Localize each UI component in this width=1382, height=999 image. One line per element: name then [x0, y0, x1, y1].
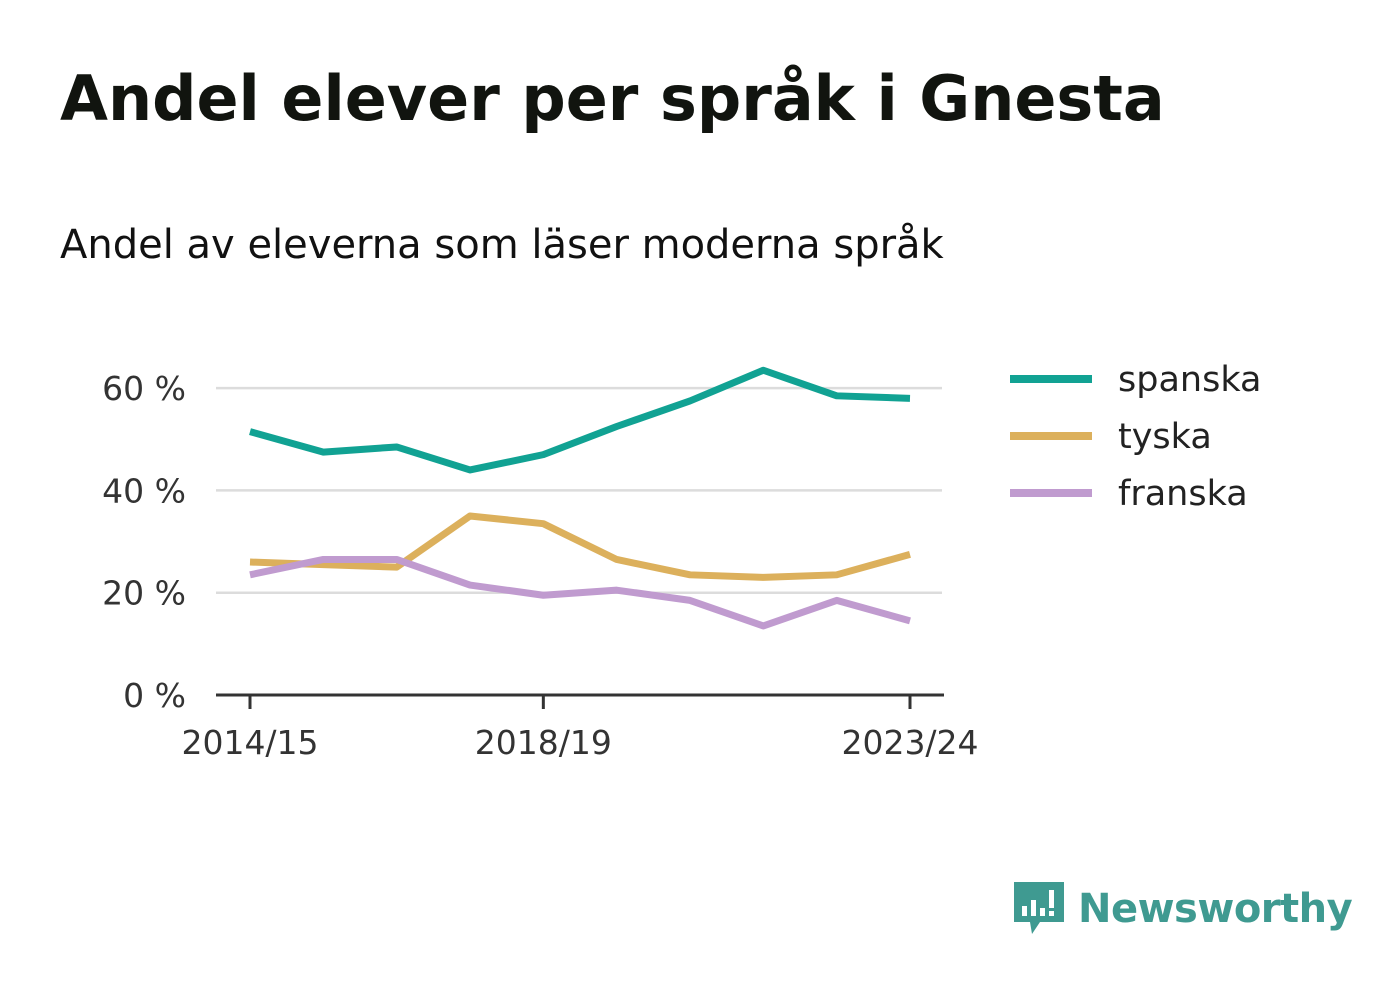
axes: 0 % 20 % 40 % 60 % 2014/15 2018/19 2023/24 — [102, 369, 978, 762]
series-lines — [249, 366, 911, 630]
brand-name: Newsworthy — [1078, 886, 1353, 932]
legend-label-tyska: tyska — [1118, 417, 1212, 457]
series-line-franska — [249, 555, 911, 630]
legend-label-spanska: spanska — [1118, 360, 1261, 400]
series-line-spanska — [249, 366, 911, 474]
newsworthy-logo: Newsworthy — [1010, 878, 1353, 940]
x-tick-label: 2014/15 — [181, 723, 318, 762]
x-tick-label: 2018/19 — [475, 723, 612, 762]
chart-title: Andel elever per språk i Gnesta — [60, 62, 1165, 135]
legend: spanska tyska franska — [1010, 360, 1261, 514]
y-tick-label: 40 % — [102, 471, 186, 510]
x-tick-label: 2023/24 — [841, 723, 978, 762]
y-tick-label: 20 % — [102, 574, 186, 613]
chart-subtitle: Andel av eleverna som läser moderna språ… — [60, 222, 944, 268]
legend-label-franska: franska — [1118, 474, 1248, 514]
newsworthy-icon — [1014, 882, 1064, 934]
y-tick-label: 0 % — [123, 676, 186, 715]
series-line-tyska — [249, 512, 911, 581]
y-tick-label: 60 % — [102, 369, 186, 408]
